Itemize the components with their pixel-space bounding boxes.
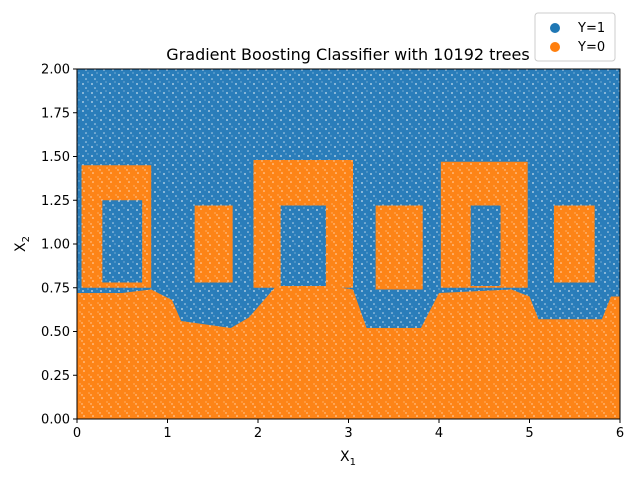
y-tick-label: 0.50 [41,325,70,340]
x-tick-label: 5 [525,426,533,441]
x-tick-label: 0 [73,426,81,441]
region-y0-blob-3 [553,205,595,283]
x-axis-label: X1 [340,449,356,468]
plot-area [77,69,620,419]
x-axis-label-subscript: 1 [350,457,356,468]
region-y0-ring-3 [440,161,528,288]
y-tick-label: 0.75 [41,281,70,296]
x-axis: 0 1 2 3 4 5 6 [73,419,624,441]
region-y0-ring-2 [253,160,354,288]
region-y0-lower [77,286,620,419]
legend-marker-y0 [550,42,560,52]
y-tick-label: 0.00 [41,413,70,428]
y-tick-label: 1.25 [41,194,70,209]
region-y0-blobs [194,205,595,290]
y-tick-label: 1.75 [41,106,70,121]
x-tick-label: 4 [435,426,443,441]
region-y0-ring-1 [81,165,152,288]
y-tick-label: 1.00 [41,238,70,253]
region-y0-blob-1 [194,205,233,283]
x-axis-label-main: X [340,449,350,465]
y-axis-label: X2 [13,236,32,252]
x-tick-label: 6 [616,426,624,441]
y-tick-label: 2.00 [41,63,70,78]
y-axis-label-main: X [13,242,29,252]
legend-label-y0: Y=0 [577,40,605,55]
legend-label-y1: Y=1 [577,21,605,36]
y-tick-label: 1.50 [41,150,70,165]
y-axis-label-subscript: 2 [21,236,32,242]
x-tick-label: 2 [254,426,262,441]
region-y0-rings [81,160,528,288]
y-tick-label: 0.25 [41,369,70,384]
x-tick-label: 1 [163,426,171,441]
region-y0-blob-2 [375,205,423,290]
legend: Y=1 Y=0 [534,12,616,62]
legend-marker-y1 [550,23,560,33]
x-tick-label: 3 [344,426,352,441]
y-axis: 0.00 0.25 0.50 0.75 1.00 1.25 1.50 1.75 2.00 [41,63,77,428]
chart-title: Gradient Boosting Classifier with 10192 … [166,45,529,64]
